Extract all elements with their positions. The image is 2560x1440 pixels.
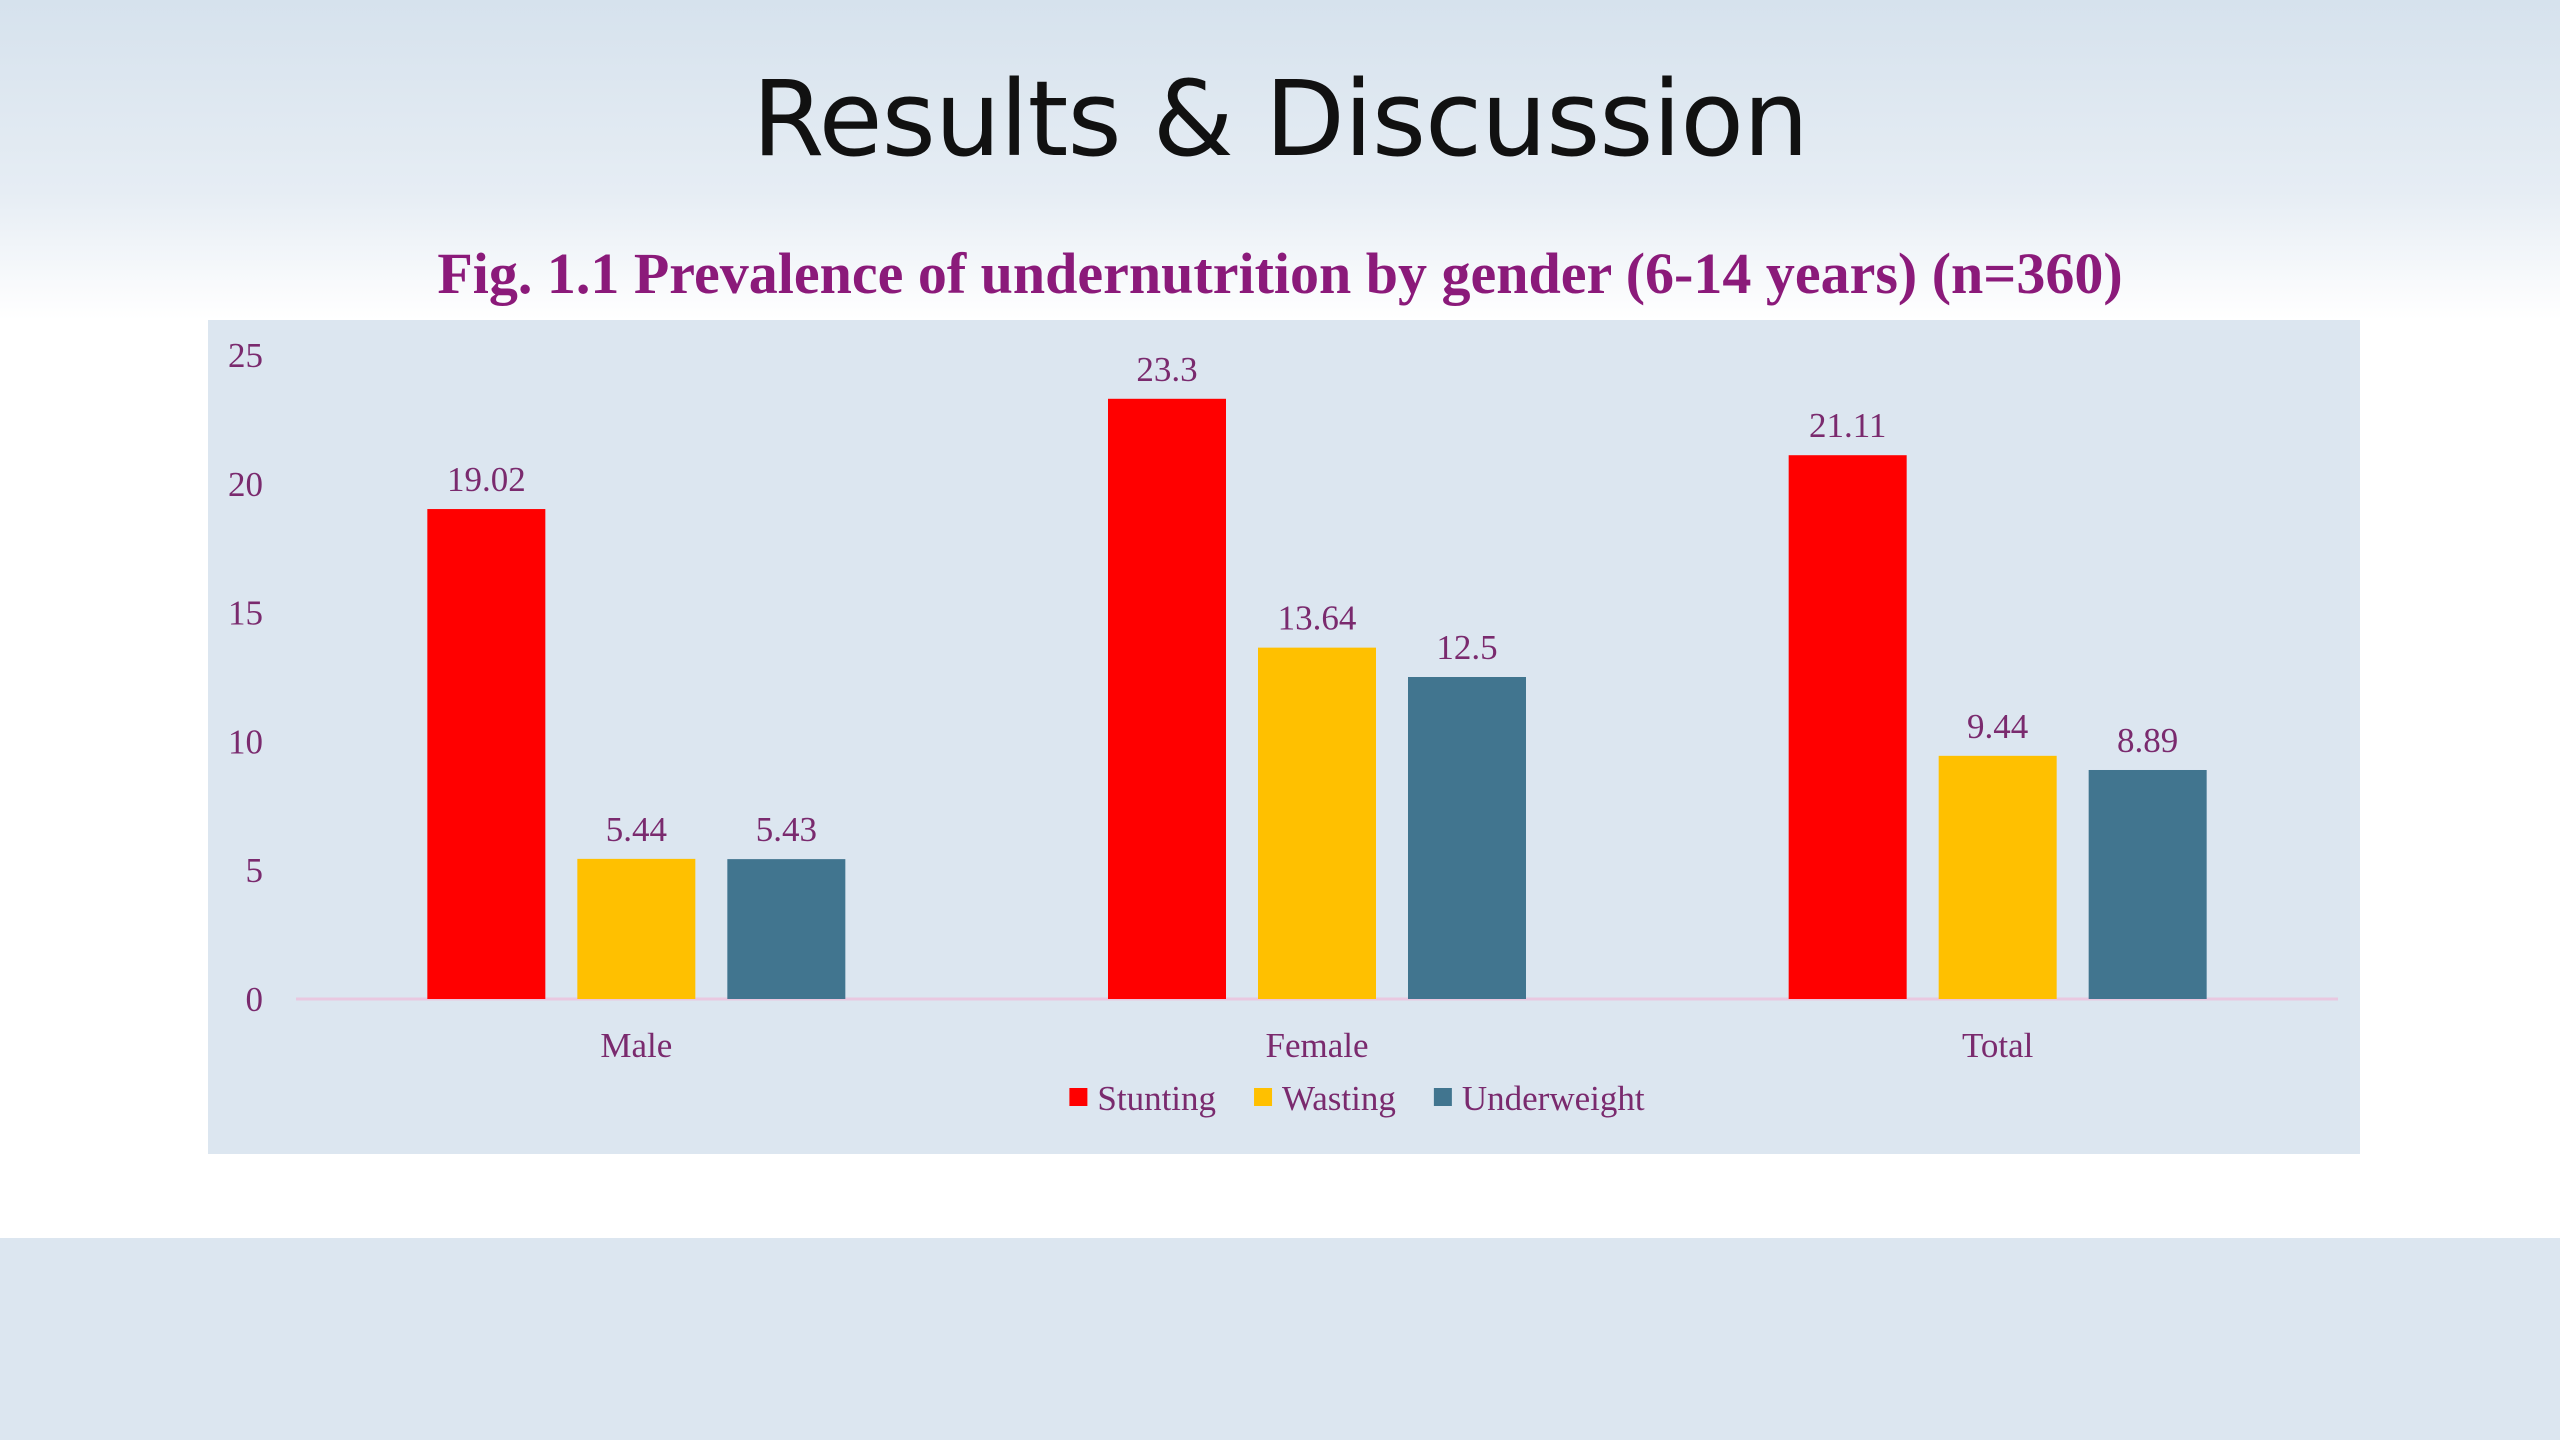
chart-area: 0 5 10 15 20 25 19.02 5.44 5.43 Male 23.3 13.64 12.5… [208,320,2360,1154]
data-label: 13.64 [1278,599,1357,638]
data-label: 8.89 [2117,721,2178,760]
bar-wasting-total [1938,755,2057,999]
legend-label-wasting: Wasting [1282,1079,1396,1118]
legend-label-stunting: Stunting [1097,1079,1216,1118]
data-label: 9.44 [1967,707,2028,746]
data-label: 21.11 [1809,406,1886,445]
x-tick-label: Male [600,1026,672,1065]
bar-stunting-male [427,509,546,999]
legend-swatch-wasting [1254,1088,1273,1106]
legend-label-underweight: Underweight [1462,1079,1645,1118]
data-label: 23.3 [1136,350,1197,389]
bar-stunting-female [1108,398,1226,999]
y-tick-label: 15 [228,594,263,633]
chart-title: Fig. 1.1 Prevalence of undernutrition by… [437,241,2123,306]
data-label: 5.43 [756,810,817,849]
y-tick-label: 25 [228,336,263,375]
slide-header-background [0,0,2560,320]
bar-wasting-male [577,858,696,999]
data-label: 12.5 [1436,628,1497,667]
y-tick-label: 10 [228,722,263,761]
x-tick-label: Female [1265,1026,1368,1065]
y-tick-label: 5 [246,851,264,890]
legend-swatch-stunting [1069,1088,1088,1106]
y-tick-label: 20 [228,465,263,504]
data-label: 19.02 [447,460,526,499]
bar-stunting-total [1788,455,1907,999]
bar-underweight-female [1408,677,1526,999]
data-label: 5.44 [606,810,667,849]
y-tick-label: 0 [246,980,264,1019]
bar-underweight-male [727,859,846,999]
legend-swatch-underweight [1433,1088,1452,1106]
slide-footer-band [0,1238,2560,1440]
bar-wasting-female [1258,647,1376,999]
x-tick-label: Total [1962,1026,2034,1065]
bar-chart: 0 5 10 15 20 25 19.02 5.44 5.43 Male 23.3 13.64 12.5… [228,336,2338,1118]
slide-title: Results & Discussion [752,58,1809,180]
bar-underweight-total [2088,769,2207,999]
